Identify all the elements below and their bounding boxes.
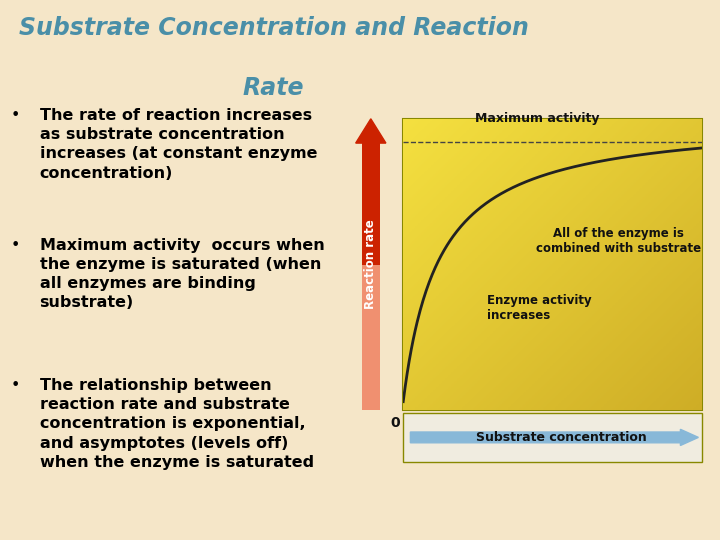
Text: •: • — [11, 378, 20, 393]
Text: •: • — [11, 108, 20, 123]
Bar — [362, 265, 380, 410]
Bar — [403, 413, 702, 462]
Text: Maximum activity  occurs when
the enzyme is saturated (when
all enzymes are bind: Maximum activity occurs when the enzyme … — [40, 238, 324, 310]
Text: 0: 0 — [390, 416, 400, 430]
Polygon shape — [356, 119, 386, 143]
Text: Enzyme activity
increases: Enzyme activity increases — [487, 294, 592, 322]
Text: •: • — [11, 238, 20, 253]
FancyArrow shape — [410, 429, 698, 445]
Text: Reaction rate: Reaction rate — [364, 220, 377, 309]
Text: Rate: Rate — [243, 76, 305, 99]
Text: All of the enzyme is
combined with substrate: All of the enzyme is combined with subst… — [536, 227, 701, 255]
Text: Substrate Concentration and Reaction: Substrate Concentration and Reaction — [19, 16, 528, 40]
Text: The relationship between
reaction rate and substrate
concentration is exponentia: The relationship between reaction rate a… — [40, 378, 314, 470]
Bar — [403, 119, 702, 410]
Bar — [362, 140, 380, 265]
Text: The rate of reaction increases
as substrate concentration
increases (at constant: The rate of reaction increases as substr… — [40, 108, 317, 180]
Text: Substrate concentration: Substrate concentration — [476, 431, 647, 444]
Text: Maximum activity: Maximum activity — [475, 112, 600, 125]
